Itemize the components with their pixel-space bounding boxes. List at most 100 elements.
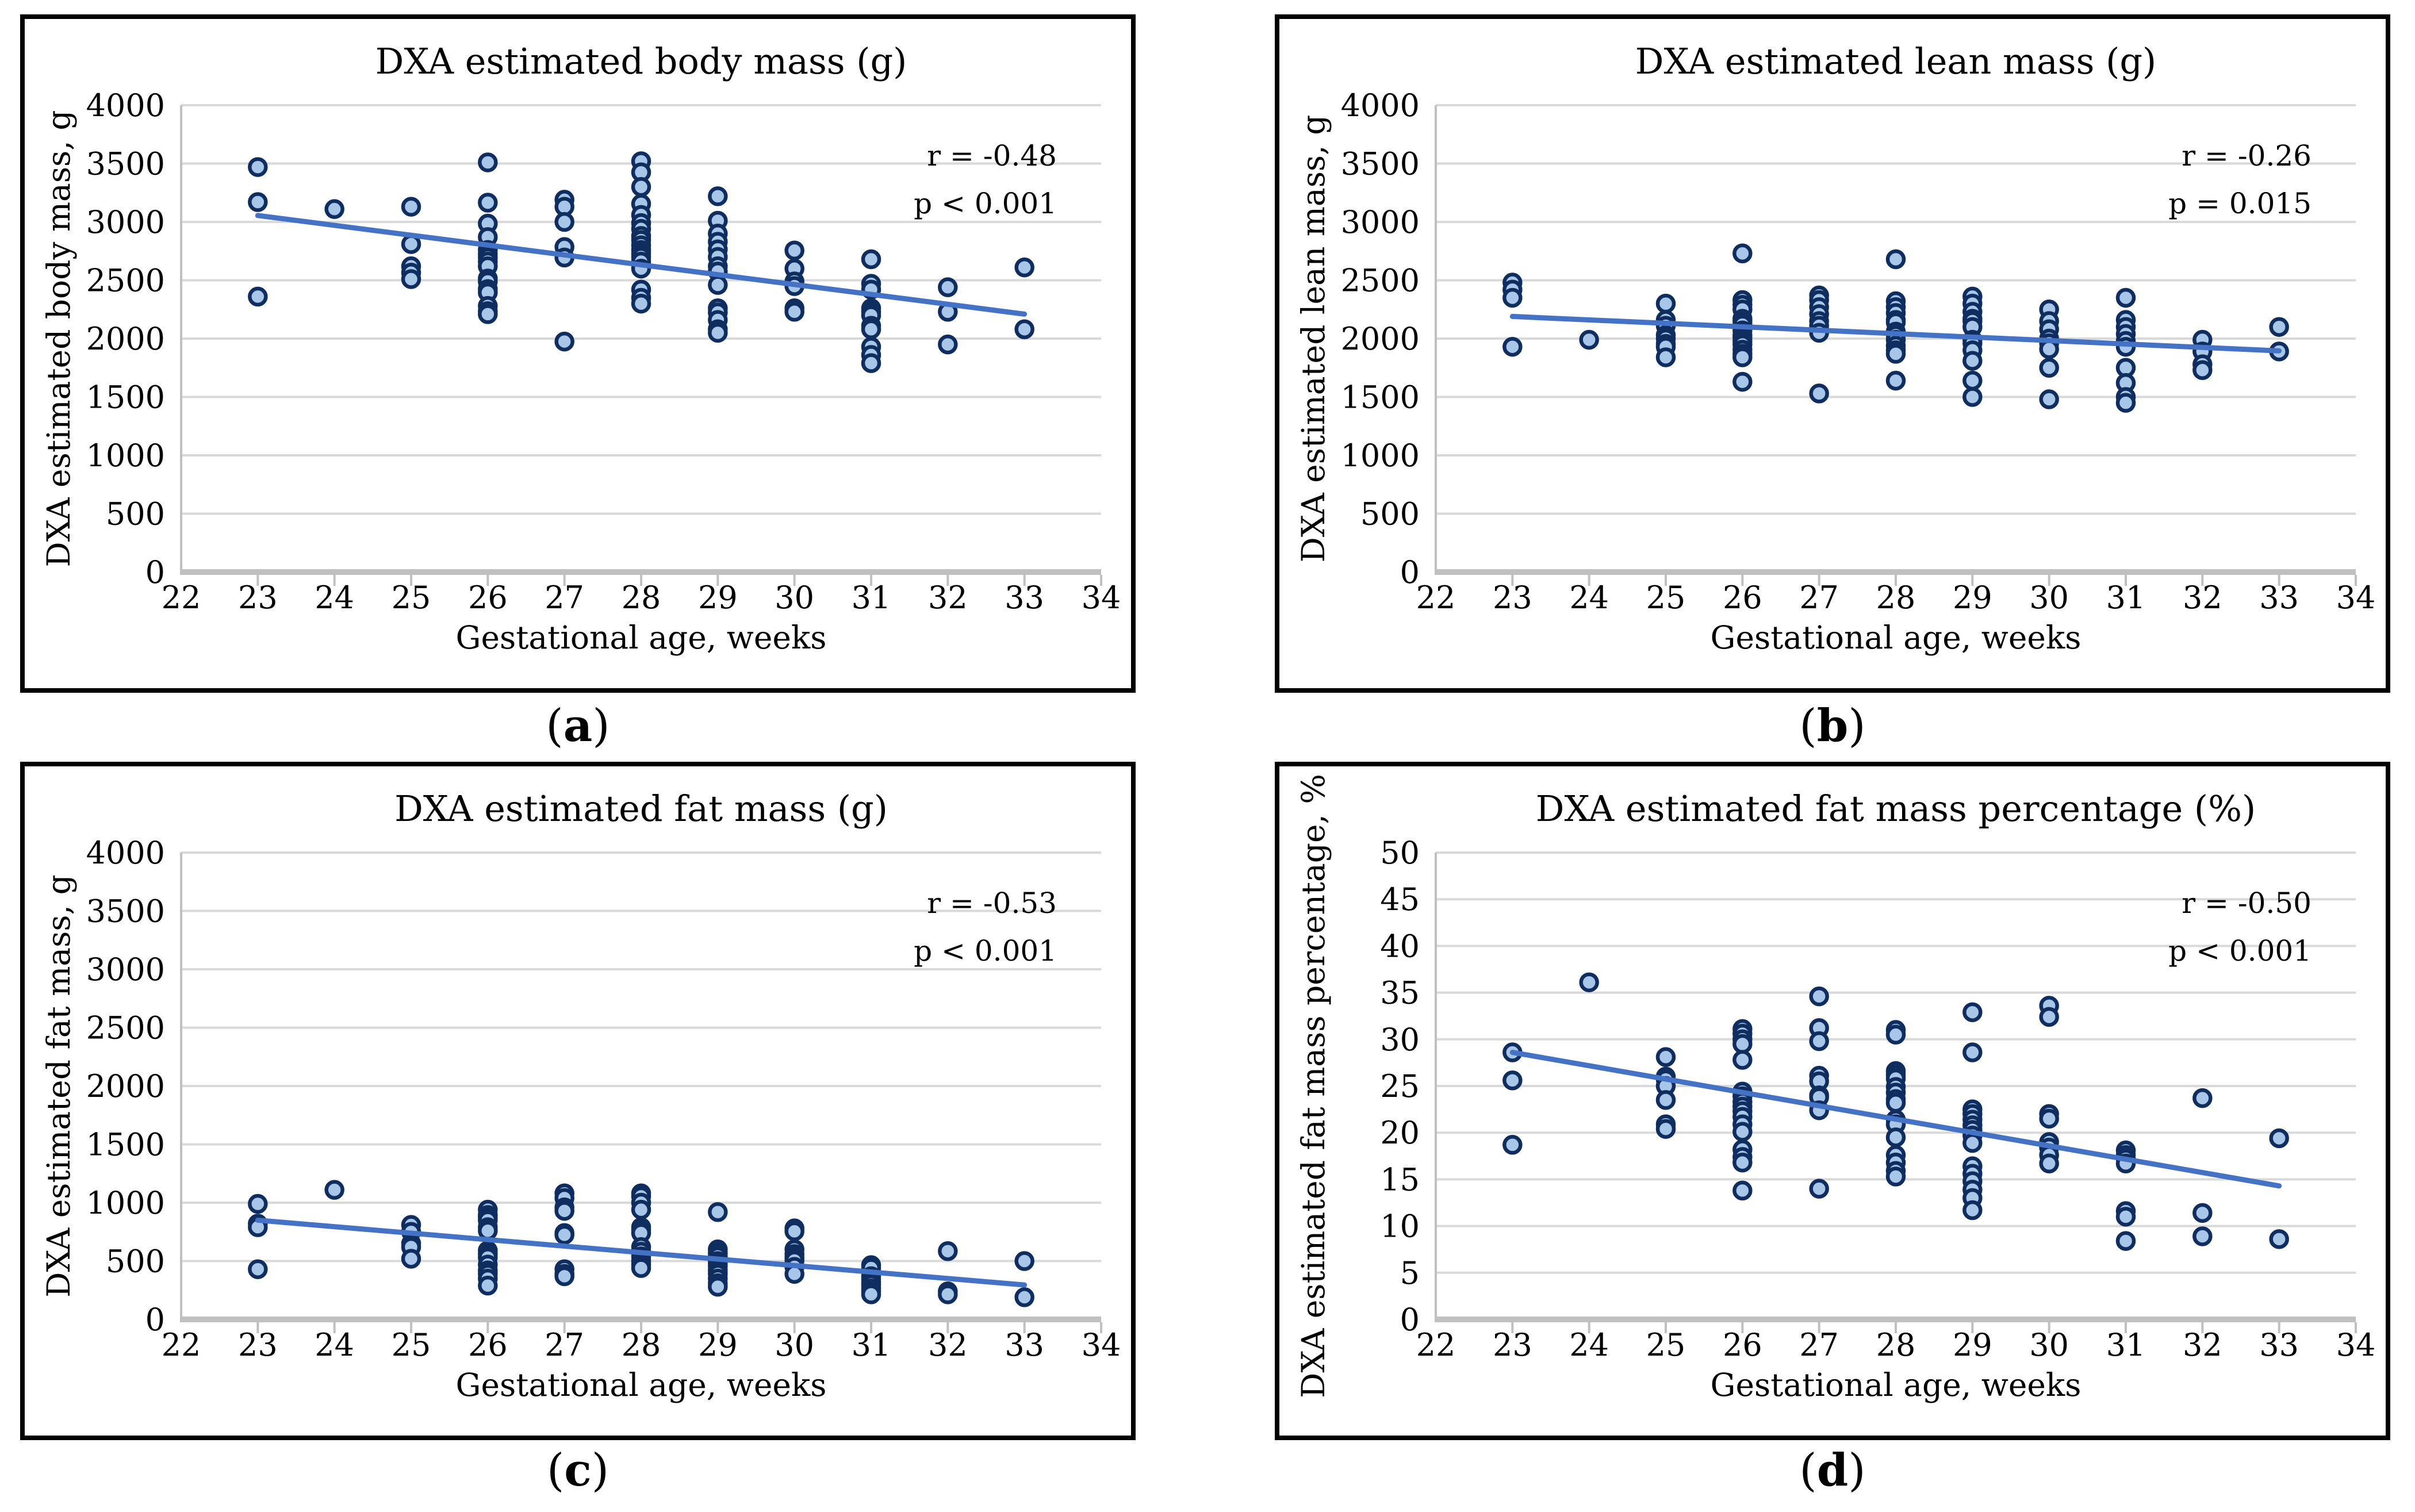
x-tick-label: 24 xyxy=(1569,1327,1609,1363)
y-tick-label: 4000 xyxy=(1341,87,1420,124)
x-tick-label: 28 xyxy=(1876,580,1916,616)
scatter-point xyxy=(554,1225,574,1245)
x-tick-label: 32 xyxy=(928,1327,968,1363)
scatter-point xyxy=(248,1194,268,1214)
scatter-point xyxy=(2039,389,2059,409)
panel-label-a-close: ) xyxy=(592,700,610,752)
scatter-point xyxy=(478,152,498,172)
x-tick-label: 26 xyxy=(468,1327,508,1363)
panel-c-plot: 22 23 24 25 26 27 28 29 30 31 32 33 34 0 500 1000 1500 20… xyxy=(40,788,1121,1403)
scatter-point xyxy=(2115,1231,2136,1251)
scatter-point xyxy=(401,197,421,217)
panel-label-a: (a) xyxy=(20,692,1136,761)
scatter-point xyxy=(324,199,344,219)
scatter-point xyxy=(1579,329,1599,350)
scatter-point xyxy=(1962,1133,1983,1153)
trend-line xyxy=(255,213,1028,317)
x-tick-label: 33 xyxy=(1005,580,1044,616)
x-tick-label: 27 xyxy=(1799,580,1839,616)
y-tick-label: 1000 xyxy=(86,1185,165,1221)
chart-title: DXA estimated fat mass percentage (%) xyxy=(1536,788,2256,830)
scatter-point xyxy=(1809,383,1829,404)
scatter-point xyxy=(1655,347,1676,367)
scatter-point xyxy=(401,269,421,289)
y-tick-label: 3000 xyxy=(86,951,165,988)
x-tick-label: 29 xyxy=(1953,580,1992,616)
scatter-point xyxy=(1885,1024,1906,1045)
scatter-point xyxy=(1655,293,1676,314)
x-tick-label: 29 xyxy=(1953,1327,1992,1363)
scatter-point xyxy=(2039,1153,2059,1174)
scatter-point xyxy=(1732,1180,1753,1201)
y-tick-label: 4000 xyxy=(86,835,165,871)
scatter-point xyxy=(401,1249,421,1269)
y-tick-label: 1000 xyxy=(1341,438,1420,474)
scatter-point xyxy=(1732,243,1753,264)
scatter-point xyxy=(708,275,728,295)
scatter-point xyxy=(1885,370,1906,391)
y-tick-label: 2000 xyxy=(1341,321,1420,357)
scatter-point xyxy=(708,323,728,343)
scatter-point xyxy=(2192,1226,2213,1246)
x-tick-label: 24 xyxy=(1569,580,1609,616)
correlation-r-label: r = -0.50 xyxy=(2182,887,2312,920)
panel-label-c-open: ( xyxy=(546,1445,565,1496)
scatter-point xyxy=(631,293,651,314)
scatter-point xyxy=(2192,1088,2213,1108)
panel-label-b-close: ) xyxy=(1848,700,1866,752)
scatter-point xyxy=(1885,344,1906,364)
y-tick-label: 50 xyxy=(1380,835,1420,871)
scatter-point xyxy=(1014,319,1034,340)
y-tick-label: 40 xyxy=(1380,928,1420,964)
p-value-label: p < 0.001 xyxy=(914,187,1057,220)
scatter-point xyxy=(861,319,881,340)
y-tick-label: 3000 xyxy=(86,204,165,240)
scatter-point xyxy=(1962,1002,1983,1022)
scatter-point xyxy=(1885,1166,1906,1187)
scatter-point xyxy=(1655,1119,1676,1139)
y-axis-title: DXA estimated fat mass, g xyxy=(40,874,77,1298)
scatter-point xyxy=(324,1180,344,1200)
panel-label-d-open: ( xyxy=(1799,1445,1817,1496)
panel-label-c-close: ) xyxy=(591,1445,610,1496)
scatter-point xyxy=(1014,1287,1034,1307)
panel-label-b: (b) xyxy=(1275,692,2390,761)
scatter-point xyxy=(1502,1135,1523,1155)
scatter-point xyxy=(1962,1042,1983,1062)
x-tick-label: 23 xyxy=(1493,1327,1532,1363)
panel-c: 22 23 24 25 26 27 28 29 30 31 32 33 34 0 500 1000 1500 20… xyxy=(20,762,1136,1440)
scatter-point xyxy=(1732,1050,1753,1070)
x-tick-label: 33 xyxy=(2259,1327,2299,1363)
x-tick-label: 30 xyxy=(2029,1327,2069,1363)
y-tick-label: 3000 xyxy=(1341,204,1420,240)
x-axis-title: Gestational age, weeks xyxy=(1711,619,2082,656)
x-tick-label: 32 xyxy=(928,580,968,616)
y-tick-label: 5 xyxy=(1400,1255,1420,1291)
x-axis-title: Gestational age, weeks xyxy=(456,619,827,656)
y-tick-label: 1000 xyxy=(86,438,165,474)
scatter-point xyxy=(478,193,498,213)
panel-a-plot: 22 23 24 25 26 27 28 29 30 31 32 33 34 0 500 1000 1500 20… xyxy=(40,40,1121,656)
x-tick-label: 24 xyxy=(315,1327,354,1363)
trend-line xyxy=(1509,1050,2282,1189)
scatter-point xyxy=(2192,360,2213,381)
scatter-point xyxy=(2115,1207,2136,1227)
scatter-point xyxy=(938,1241,958,1261)
x-tick-label: 25 xyxy=(392,1327,431,1363)
scatter-point xyxy=(554,1266,574,1287)
trend-line xyxy=(1509,313,2282,354)
scatter-point xyxy=(554,212,574,232)
x-tick-label: 23 xyxy=(238,1327,278,1363)
trend-line xyxy=(255,1217,1028,1288)
scatter-point xyxy=(1809,1031,1829,1052)
scatter-point xyxy=(1502,1070,1523,1091)
x-tick-label: 26 xyxy=(1723,580,1762,616)
panel-d-plot: 22 23 24 25 26 27 28 29 30 31 32 33 34 0 5 10 15 20 25 30 35… xyxy=(1295,774,2375,1403)
x-tick-label: 32 xyxy=(2183,580,2222,616)
panel-label-d: (d) xyxy=(1275,1436,2390,1505)
scatter-point xyxy=(1732,347,1753,367)
panel-label-c-letter: c xyxy=(564,1444,592,1496)
panel-label-d-letter: d xyxy=(1816,1444,1849,1496)
x-tick-label: 30 xyxy=(775,1327,814,1363)
x-tick-label: 30 xyxy=(2029,580,2069,616)
